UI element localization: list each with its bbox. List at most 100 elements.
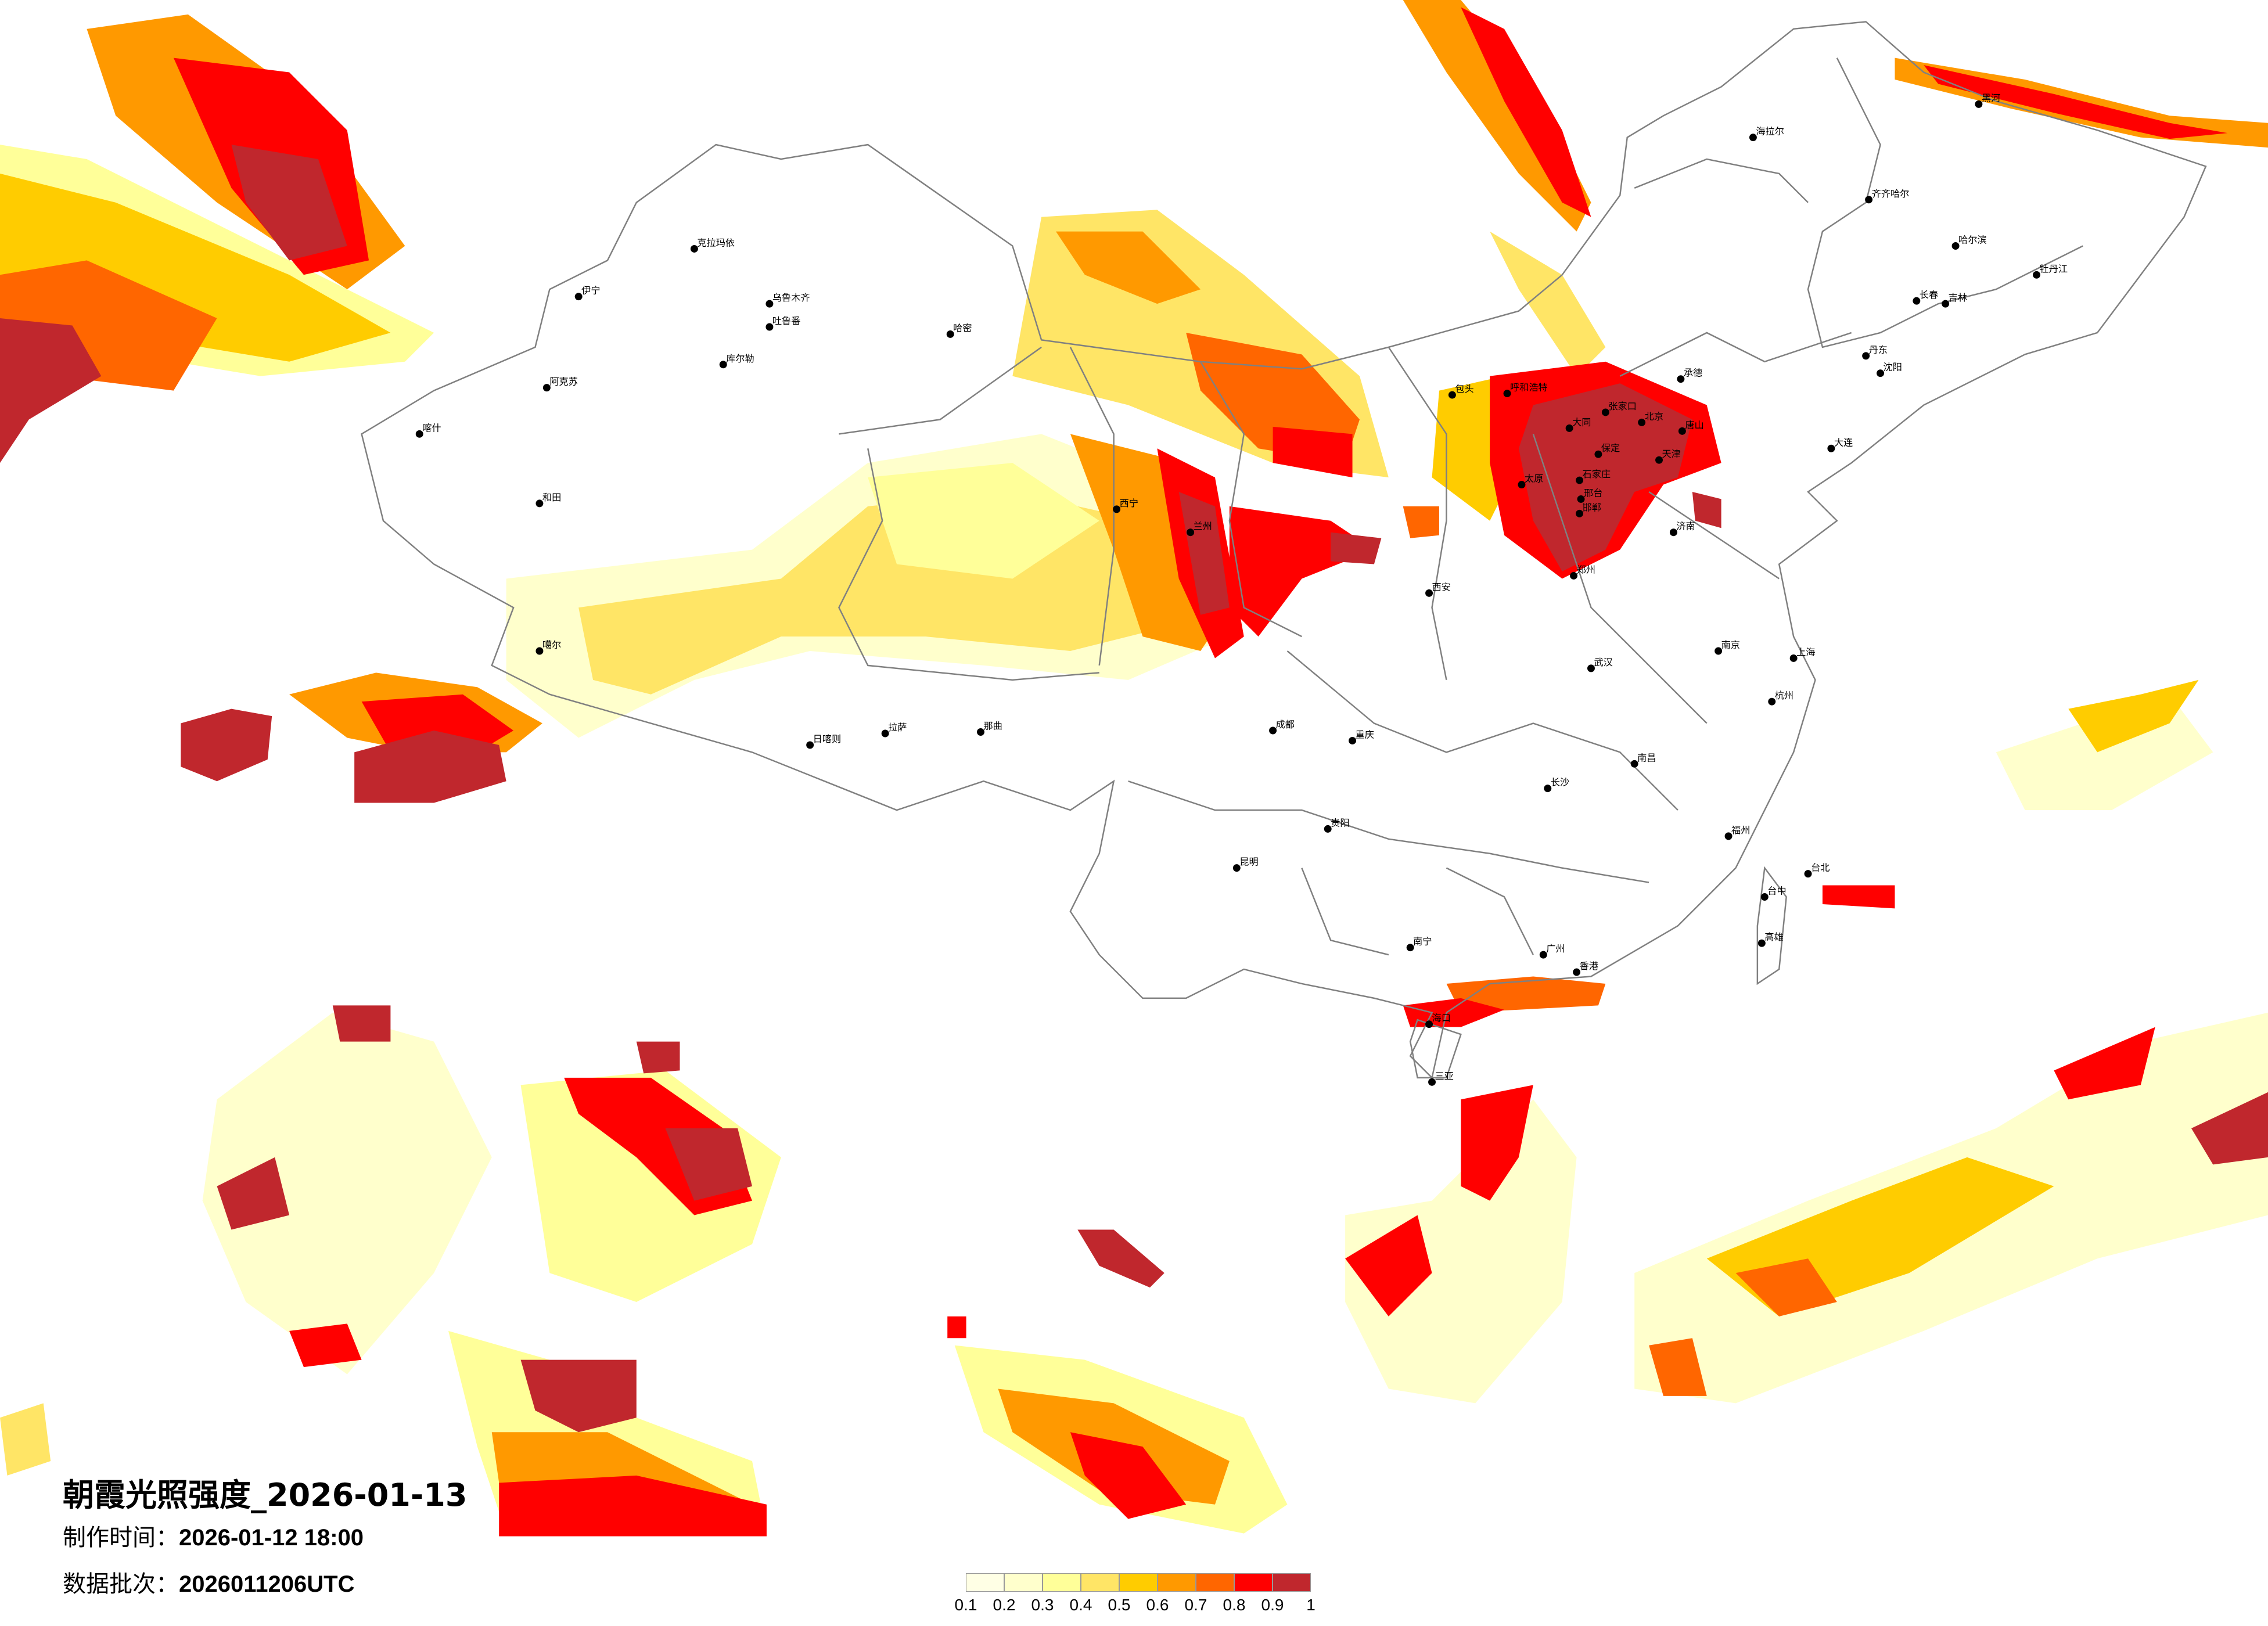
city-dot	[1544, 785, 1552, 793]
city-label: 承德	[1684, 368, 1702, 379]
city-label: 南宁	[1413, 936, 1432, 947]
country-borders	[361, 21, 2207, 1080]
city-label: 海口	[1432, 1013, 1451, 1024]
city-label: 台北	[1811, 862, 1830, 873]
city-dot	[1862, 352, 1870, 360]
city-label: 长沙	[1551, 777, 1569, 788]
legend-tick: 0.2	[993, 1596, 1016, 1614]
legend-swatch	[1273, 1573, 1311, 1592]
city-dot	[542, 384, 551, 392]
city-dot	[1789, 654, 1798, 662]
city-dot	[1539, 951, 1547, 959]
city-label: 黑河	[1982, 92, 2000, 103]
city-dot	[946, 330, 954, 338]
city-dot	[1565, 424, 1573, 432]
city-dot	[1601, 408, 1609, 416]
city-label: 克拉玛依	[697, 237, 735, 248]
legend-swatch	[966, 1573, 1004, 1592]
city-label: 大同	[1572, 416, 1591, 427]
legend-tick: 0.3	[1031, 1596, 1054, 1614]
city-label: 伊宁	[581, 285, 600, 296]
city-dot	[1324, 825, 1332, 833]
city-dot	[1760, 893, 1769, 901]
city-dot	[1573, 968, 1581, 976]
city-dot	[1503, 390, 1511, 398]
city-label: 沈阳	[1884, 362, 1902, 373]
city-label: 保定	[1601, 443, 1620, 454]
city-dot	[1576, 509, 1584, 517]
legend-swatch	[1196, 1573, 1234, 1592]
legend-tick: 0.6	[1146, 1596, 1169, 1614]
data-batch-label: 数据批次：	[63, 1571, 179, 1598]
data-batch-value: 2026011206UTC	[179, 1571, 355, 1597]
city-label: 唐山	[1685, 419, 1703, 430]
city-dot	[1678, 427, 1686, 435]
city-dot	[765, 323, 774, 331]
city-label: 拉萨	[888, 722, 907, 733]
city-dot	[1975, 100, 1983, 108]
legend-tick: 1	[1306, 1596, 1315, 1614]
city-dot	[535, 499, 544, 508]
city-dot	[1113, 505, 1121, 513]
intensity-layer	[0, 0, 2268, 1537]
city-label: 三亚	[1435, 1070, 1454, 1081]
city-label: 邢台	[1584, 487, 1602, 498]
city-label: 牡丹江	[2040, 263, 2068, 274]
city-dot	[765, 300, 774, 308]
city-label: 杭州	[1775, 690, 1793, 701]
city-label: 北京	[1645, 411, 1663, 422]
city-label: 吉林	[1949, 292, 1967, 303]
city-label: 吐鲁番	[772, 315, 801, 326]
color-legend	[966, 1573, 1311, 1592]
made-time-label: 制作时间：	[63, 1524, 179, 1551]
city-dot	[1576, 476, 1584, 484]
made-time: 制作时间：2026-01-12 18:00	[63, 1519, 364, 1552]
city-dot	[1677, 375, 1685, 383]
city-label: 香港	[1580, 961, 1598, 972]
city-dot	[1749, 134, 1757, 142]
city-label: 天津	[1662, 448, 1681, 459]
city-dot	[1827, 444, 1835, 452]
city-dot	[1724, 832, 1733, 840]
city-dot	[1425, 1020, 1433, 1028]
legend-tick: 0.5	[1108, 1596, 1131, 1614]
legend-tick: 0.7	[1184, 1596, 1207, 1614]
city-label: 南昌	[1637, 752, 1656, 763]
city-dot	[1638, 418, 1646, 426]
city-label: 广州	[1546, 943, 1565, 954]
city-dot	[881, 729, 889, 738]
city-dot	[1877, 369, 1885, 377]
city-label: 包头	[1455, 383, 1473, 394]
city-label: 乌鲁木齐	[772, 292, 810, 303]
city-dot	[574, 293, 583, 301]
city-label: 重庆	[1356, 729, 1374, 740]
city-dot	[690, 244, 698, 253]
city-dot	[1428, 1078, 1436, 1086]
city-label: 张家口	[1608, 401, 1637, 412]
city-dot	[1804, 870, 1812, 878]
legend-tick-labels: 0.1 0.2 0.3 0.4 0.5 0.6 0.7 0.8 0.9 1	[953, 1596, 1324, 1619]
city-label: 武汉	[1594, 657, 1612, 668]
city-label: 海拉尔	[1756, 126, 1784, 137]
city-dot	[1951, 242, 1960, 250]
city-dot	[1715, 647, 1723, 655]
city-label: 太原	[1525, 473, 1543, 484]
city-label: 大连	[1834, 437, 1853, 448]
city-dot	[1425, 589, 1433, 597]
city-dot	[535, 647, 544, 655]
city-label: 郑州	[1577, 564, 1595, 575]
city-label: 南京	[1721, 639, 1740, 650]
city-label: 高雄	[1764, 931, 1783, 942]
city-label: 邯郸	[1583, 502, 1601, 513]
city-label: 长春	[1920, 289, 1938, 300]
city-dot	[1187, 528, 1195, 537]
legend-swatch	[1158, 1573, 1196, 1592]
city-label: 哈密	[953, 322, 972, 333]
city-dot	[1577, 495, 1585, 503]
city-label: 齐齐哈尔	[1872, 188, 1910, 199]
city-dot	[1448, 391, 1456, 399]
city-dot	[806, 741, 814, 749]
city-dot	[1669, 528, 1677, 537]
